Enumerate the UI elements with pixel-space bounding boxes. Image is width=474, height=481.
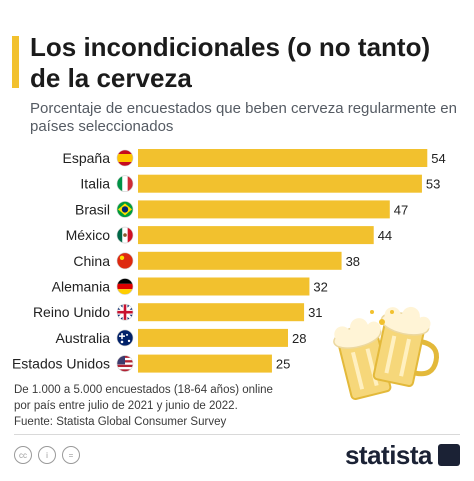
category-label: Alemania [52,279,111,295]
bar[interactable] [138,200,390,219]
by-license-icon[interactable]: i [38,446,56,464]
flag-italy-icon [116,175,134,192]
flag-usa-icon [116,355,134,372]
note-line-2: por país entre julio de 2021 y junio de … [14,400,238,412]
bar-row: Brasil 47 [75,200,408,219]
note-line-1: De 1.000 a 5.000 encuestados (18-64 años… [14,384,273,396]
bar-row: China 38 [73,251,360,270]
bar-row: Australia 28 [56,328,306,347]
category-label: Reino Unido [33,304,110,320]
beer-mugs-icon [333,306,440,401]
bar-row: Reino Unido 31 [33,303,323,322]
data-label: 54 [431,151,445,166]
flag-germany-icon [116,278,134,295]
data-label: 32 [313,280,327,295]
data-label: 38 [346,254,360,269]
category-label: México [66,227,111,243]
data-label: 25 [276,357,290,372]
footer-divider [14,434,460,435]
bar[interactable] [138,354,272,373]
title-accent-bar [12,36,19,88]
bar[interactable] [138,277,310,296]
bar[interactable] [138,328,288,347]
flag-spain-icon [116,149,134,167]
bar[interactable] [138,303,305,322]
cc-license-icon[interactable]: cc [14,446,32,464]
data-label: 31 [308,305,322,320]
bar-row: España 54 [63,149,446,167]
bar[interactable] [138,149,428,167]
bar[interactable] [138,174,422,193]
category-label: China [73,253,110,269]
category-label: Italia [80,176,110,192]
bar-row: Alemania 32 [52,277,328,296]
bar[interactable] [138,226,374,245]
flag-mexico-icon [116,226,134,244]
source-note: Fuente: Statista Global Consumer Survey [14,416,227,428]
page-subtitle: Porcentaje de encuestados que beben cerv… [30,100,457,135]
data-label: 53 [426,177,440,192]
data-label: 44 [378,228,392,243]
bar-row: México 44 [66,226,392,245]
statista-logo-mark-icon [438,444,460,466]
flag-uk-icon [116,303,134,321]
category-label: España [63,150,111,166]
category-label: Estados Unidos [12,356,110,372]
nd-license-icon[interactable]: = [62,446,80,464]
bar-row: Estados Unidos 25 [12,354,290,373]
statista-logo[interactable]: statista [344,440,433,470]
flag-china-icon [116,252,134,270]
category-label: Brasil [75,201,110,217]
category-label: Australia [56,330,111,346]
flag-australia-icon [116,329,134,347]
flag-brazil-icon [116,201,134,218]
data-label: 28 [292,331,306,346]
footnote: De 1.000 a 5.000 encuestados (18-64 años… [14,382,314,430]
page-title: Los incondicionales (o no tanto) de la c… [30,32,431,93]
bar-row: Italia 53 [80,174,440,193]
data-label: 47 [394,202,408,217]
bar[interactable] [138,251,342,270]
